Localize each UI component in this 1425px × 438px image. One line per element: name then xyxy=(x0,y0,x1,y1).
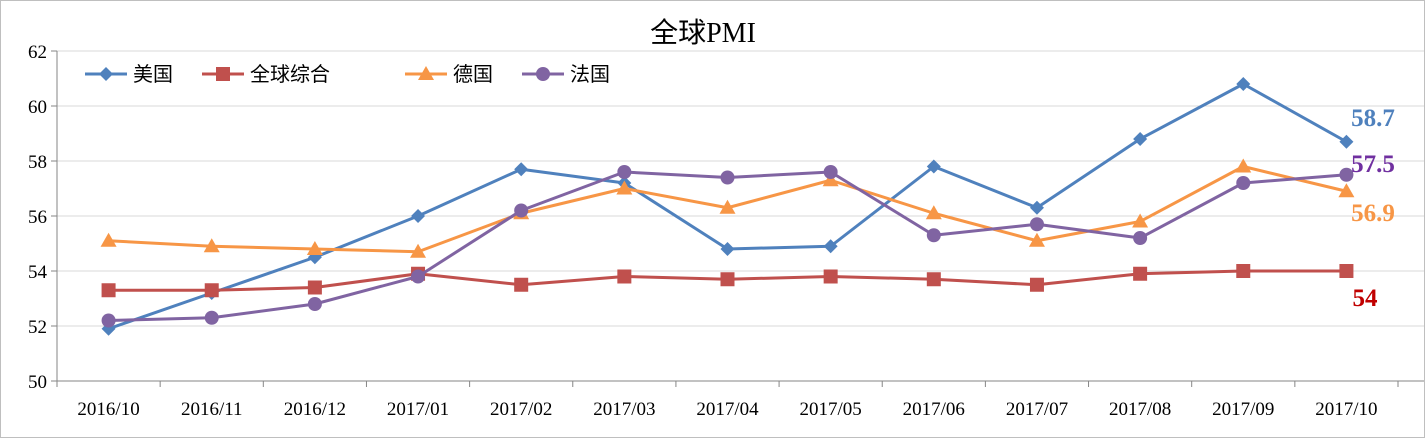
y-tick-label: 56 xyxy=(28,207,47,228)
square-marker xyxy=(514,277,529,292)
series-德国: 56.9 xyxy=(100,158,1395,258)
circle-marker xyxy=(1029,217,1044,232)
y-tick-label: 58 xyxy=(28,152,47,173)
triangle-marker xyxy=(616,180,633,195)
triangle-marker xyxy=(306,241,323,255)
diamond-marker xyxy=(1339,134,1354,149)
diamond-marker xyxy=(823,239,838,254)
diamond-marker xyxy=(1133,132,1148,146)
circle-marker xyxy=(101,313,116,328)
data-label: 57.5 xyxy=(1351,151,1395,178)
legend-label: 德国 xyxy=(453,62,493,86)
square-marker xyxy=(926,272,941,287)
x-tick-label: 2016/11 xyxy=(181,399,243,420)
x-tick-label: 2017/07 xyxy=(1006,399,1068,420)
x-tick-label: 2017/09 xyxy=(1212,399,1274,420)
legend-item: 全球综合 xyxy=(202,62,330,86)
circle-marker xyxy=(204,310,219,325)
triangle-marker xyxy=(719,199,736,214)
y-tick-label: 52 xyxy=(28,317,47,338)
square-marker xyxy=(1133,266,1148,281)
circle-marker xyxy=(536,67,550,81)
x-tick-label: 2017/01 xyxy=(387,399,449,420)
circle-marker xyxy=(1236,176,1251,190)
circle-marker xyxy=(720,170,735,185)
square-marker xyxy=(216,67,230,81)
triangle-marker xyxy=(100,232,117,247)
triangle-marker xyxy=(418,66,434,80)
diamond-marker xyxy=(1029,200,1044,215)
square-marker xyxy=(1339,264,1354,278)
x-tick-label: 2016/12 xyxy=(284,399,346,420)
x-tick-label: 2017/10 xyxy=(1315,399,1377,420)
triangle-marker xyxy=(925,205,942,220)
square-marker xyxy=(307,280,322,295)
square-marker xyxy=(1029,277,1044,292)
square-marker xyxy=(720,272,735,287)
x-tick-label: 2017/05 xyxy=(800,399,862,420)
y-tick-label: 54 xyxy=(28,262,48,283)
legend-item: 德国 xyxy=(405,62,493,86)
legend-label: 全球综合 xyxy=(250,62,330,86)
circle-marker xyxy=(1133,231,1148,245)
gridlines xyxy=(57,50,1424,327)
circle-marker xyxy=(1339,167,1354,182)
circle-marker xyxy=(823,165,838,179)
legend-item: 法国 xyxy=(522,62,610,86)
x-tick-label: 2017/08 xyxy=(1109,399,1171,420)
square-marker xyxy=(101,283,116,298)
diamond-marker xyxy=(720,242,735,256)
circle-marker xyxy=(411,269,426,284)
x-tick-label: 2017/04 xyxy=(696,399,759,420)
legend-item: 美国 xyxy=(85,62,173,86)
square-marker xyxy=(204,283,219,298)
data-label: 56.9 xyxy=(1351,200,1395,227)
square-marker xyxy=(1236,264,1251,278)
legend-label: 美国 xyxy=(133,62,173,86)
triangle-marker xyxy=(203,238,220,253)
legend: 美国 全球综合 德国 法国 xyxy=(85,62,610,86)
x-tick-label: 2017/03 xyxy=(593,399,655,420)
diamond-marker xyxy=(926,159,941,174)
data-label: 58.7 xyxy=(1351,105,1395,132)
chart-title: 全球PMI xyxy=(650,17,756,49)
y-tick-label: 62 xyxy=(28,42,47,63)
triangle-marker xyxy=(410,243,427,258)
y-tick-label: 60 xyxy=(28,97,47,118)
circle-marker xyxy=(514,203,529,218)
x-tick-label: 2016/10 xyxy=(77,399,139,420)
circle-marker xyxy=(926,228,941,243)
triangle-marker xyxy=(1338,183,1355,198)
data-label: 54 xyxy=(1353,285,1379,312)
circle-marker xyxy=(617,165,632,179)
circle-marker xyxy=(307,297,322,311)
series-全球综合: 54 xyxy=(101,264,1379,312)
triangle-marker xyxy=(1235,158,1252,173)
series-法国: 57.5 xyxy=(101,151,1395,328)
axes: 50 52 54 56 58 60 62 2016/10 2016/11 2016/12 2017/… xyxy=(28,42,1424,420)
diamond-marker xyxy=(1236,77,1251,91)
square-marker xyxy=(617,269,632,284)
triangle-marker xyxy=(822,172,839,187)
legend-label: 法国 xyxy=(570,62,610,86)
diamond-marker xyxy=(514,162,529,177)
diamond-marker xyxy=(99,67,113,81)
y-tick-label: 50 xyxy=(28,372,47,393)
x-tick-label: 2017/02 xyxy=(490,399,552,420)
series-美国: 58.7 xyxy=(101,77,1395,336)
diamond-marker xyxy=(411,209,426,223)
triangle-marker xyxy=(1132,213,1149,228)
series-group: 58.7 54 56.9 57.5 xyxy=(100,77,1395,336)
square-marker xyxy=(823,269,838,284)
x-tick-label: 2017/06 xyxy=(903,399,965,420)
triangle-marker xyxy=(1028,232,1045,247)
